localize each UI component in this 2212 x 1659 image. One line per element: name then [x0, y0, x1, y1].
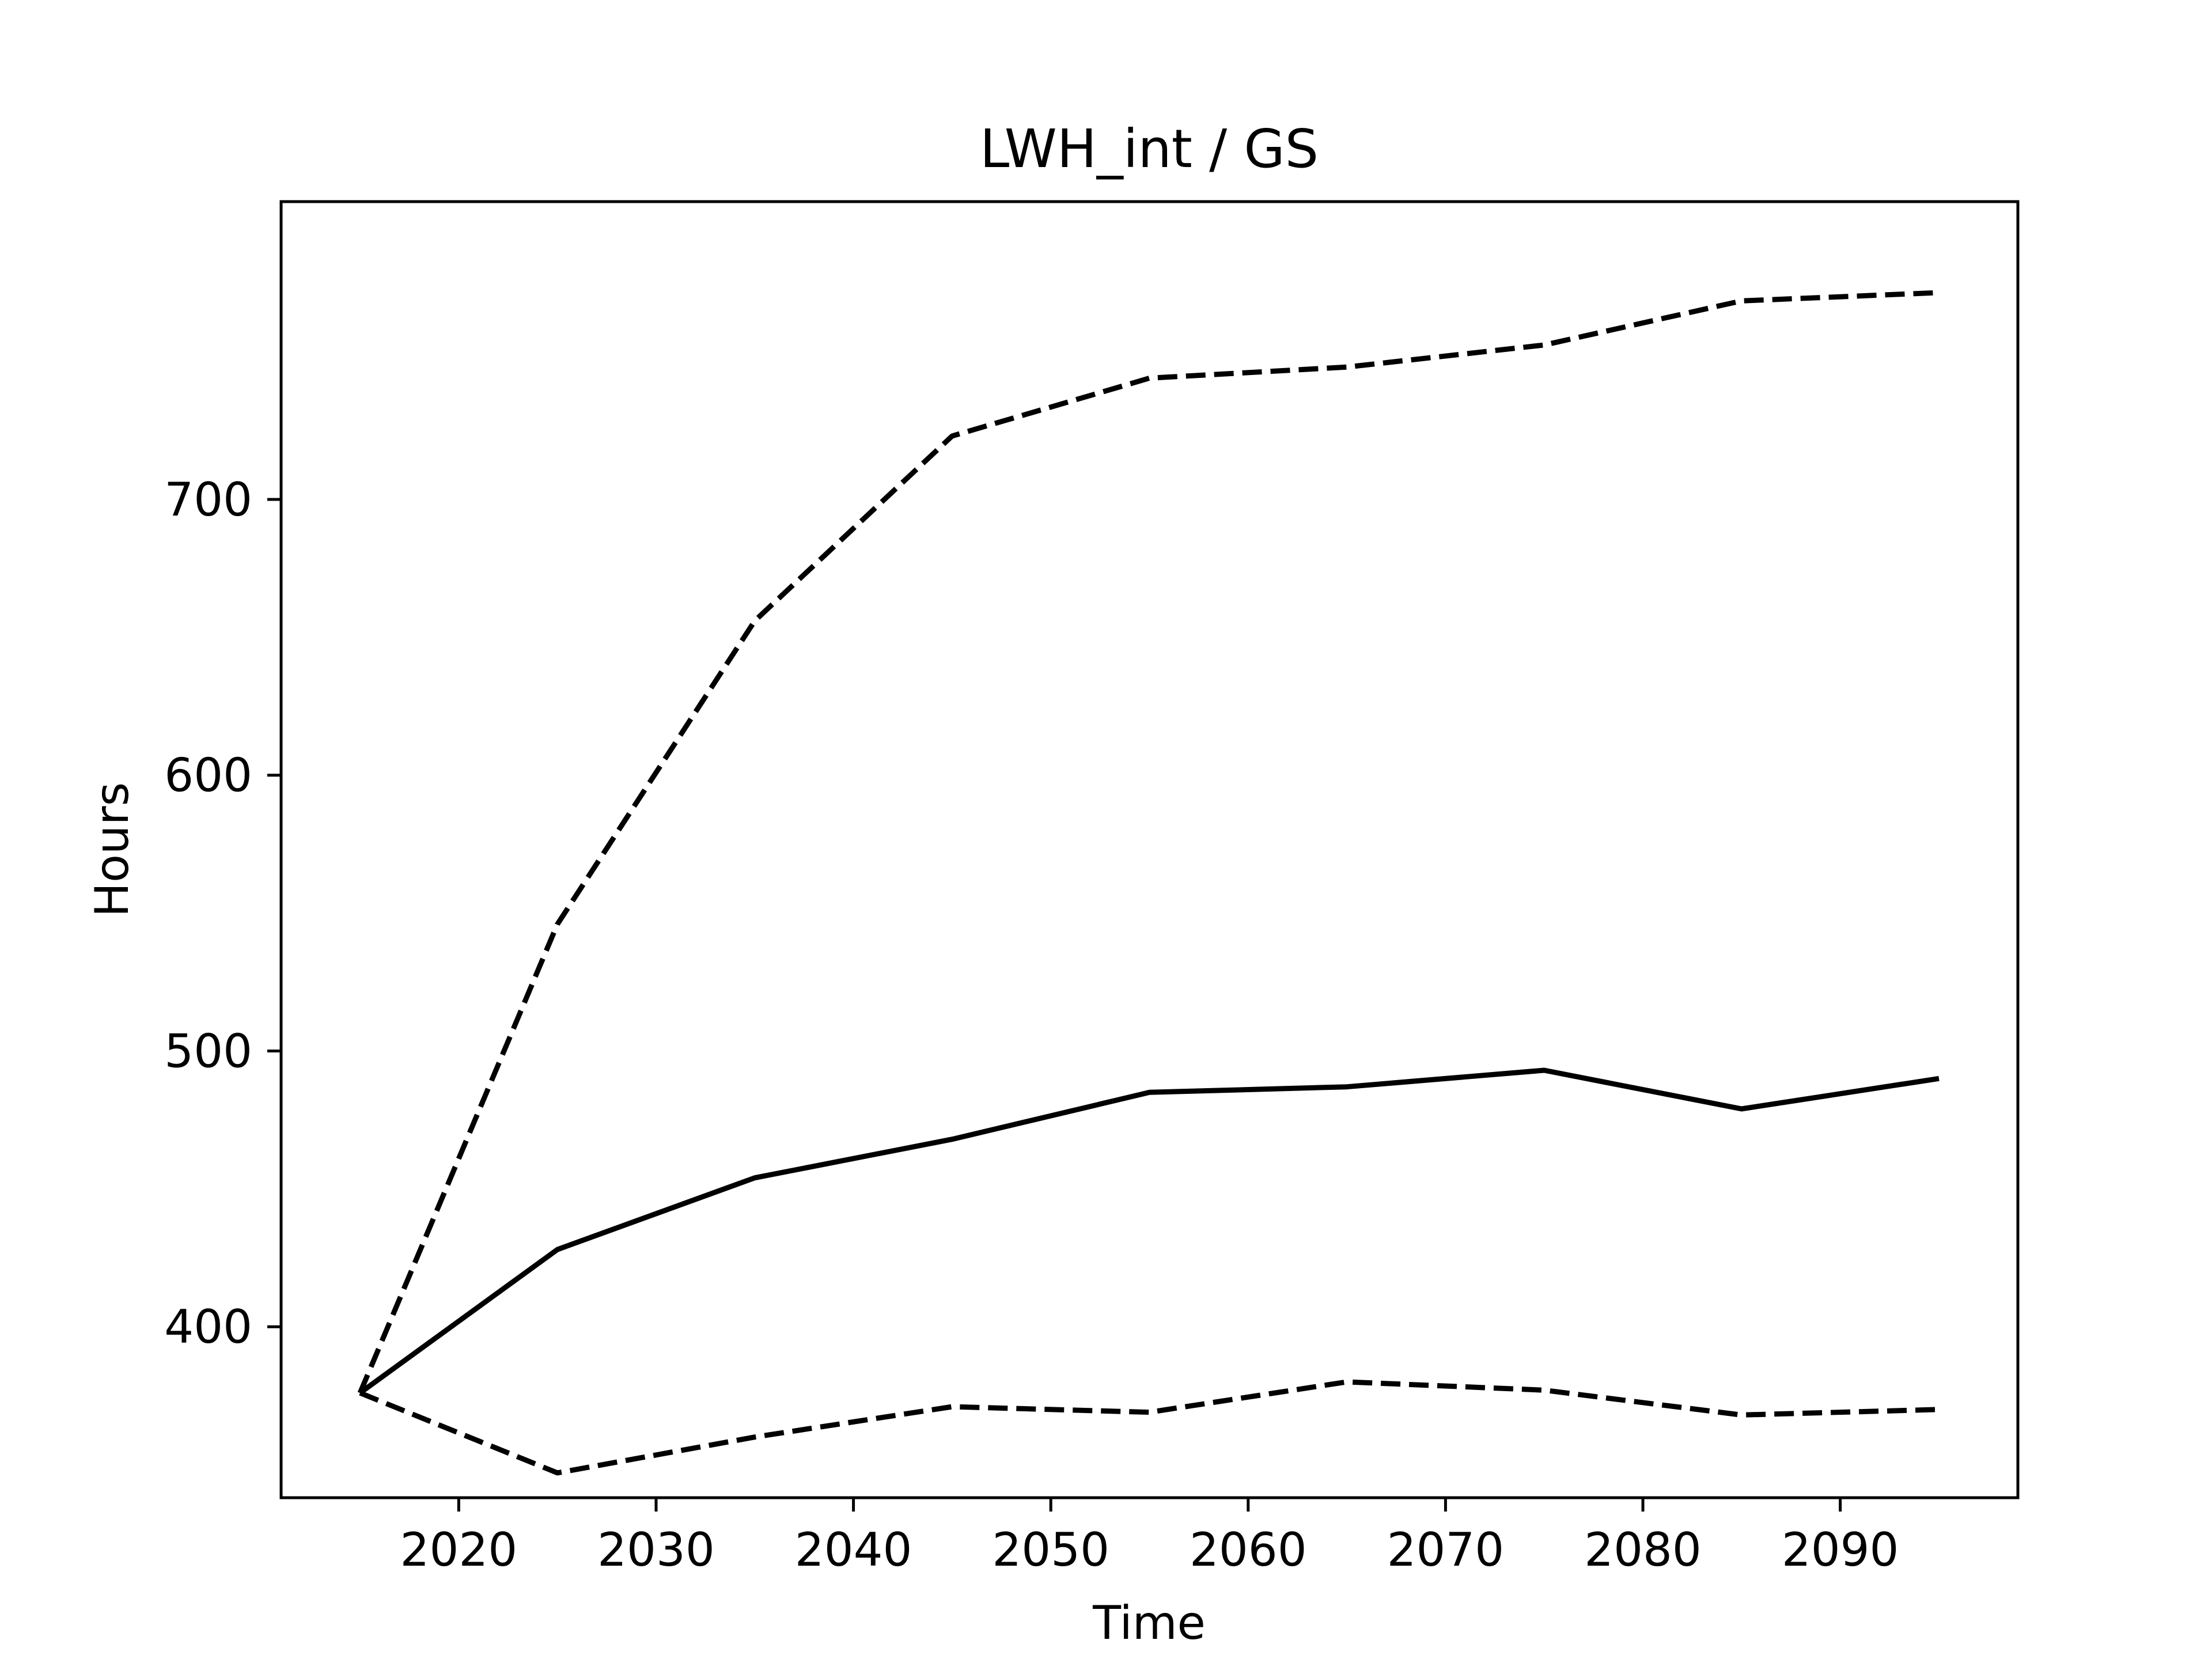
series-line-2	[357, 290, 1940, 1394]
series-line-3	[359, 1379, 1940, 1476]
x-tick-label: 2030	[597, 1523, 715, 1577]
y-tick-label: 600	[164, 749, 252, 802]
x-axis-label: Time	[1092, 1596, 1206, 1650]
x-axis: 2020 2030 2040 2050 2060 2070 2080 2090	[400, 1498, 1899, 1577]
x-tick-label: 2050	[992, 1523, 1109, 1577]
series-group	[357, 290, 1940, 1476]
x-tick-label: 2090	[1782, 1523, 1899, 1577]
chart-title: LWH_int / GS	[980, 118, 1319, 180]
y-tick-label: 500	[164, 1024, 252, 1078]
y-tick-label: 400	[164, 1300, 252, 1354]
x-tick-label: 2040	[795, 1523, 912, 1577]
x-tick-label: 2070	[1387, 1523, 1505, 1577]
y-axis-label: Hours	[85, 782, 139, 917]
x-tick-label: 2080	[1584, 1523, 1702, 1577]
x-tick-label: 2020	[400, 1523, 518, 1577]
y-axis: 400 500 600 700	[164, 473, 281, 1354]
series-line-1	[358, 1067, 1940, 1395]
x-tick-label: 2060	[1190, 1523, 1307, 1577]
axes-frame	[279, 200, 2020, 1499]
y-tick-label: 700	[164, 473, 252, 527]
